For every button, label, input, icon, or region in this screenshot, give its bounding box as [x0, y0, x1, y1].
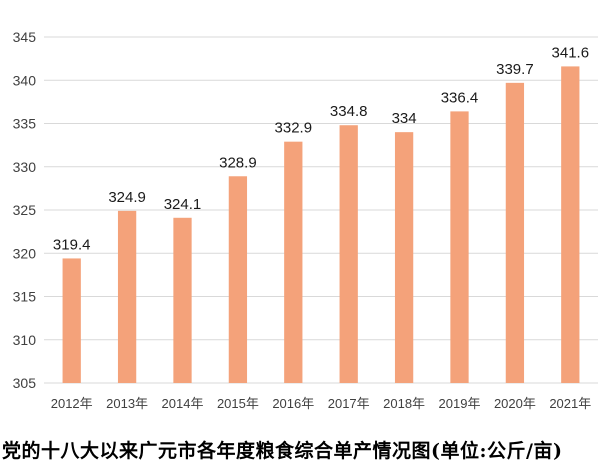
- data-label: 334: [392, 110, 417, 127]
- data-label: 319.4: [53, 236, 91, 253]
- x-tick-label: 2021年: [549, 396, 591, 411]
- bar: [561, 66, 580, 383]
- data-label: 336.4: [441, 89, 479, 106]
- bar: [339, 125, 358, 383]
- data-label: 339.7: [496, 61, 534, 78]
- bar: [117, 210, 137, 383]
- x-tick-label: 2013年: [106, 396, 148, 411]
- x-tick-label: 2016年: [272, 396, 314, 411]
- x-tick-label: 2015年: [217, 396, 259, 411]
- x-tick-label: 2012年: [51, 396, 93, 411]
- x-tick-label: 2017年: [328, 396, 370, 411]
- data-label: 332.9: [275, 120, 313, 137]
- y-tick-label: 315: [13, 289, 37, 305]
- x-tick-label: 2014年: [162, 396, 204, 411]
- y-tick-label: 340: [13, 72, 37, 88]
- bar-chart: 305 310 315 320 325 330 335 340 345 319.4 324.9 32…: [13, 29, 598, 411]
- x-tick-label: 2019年: [439, 396, 481, 411]
- bar: [450, 111, 469, 383]
- bars: [62, 66, 580, 383]
- data-label: 324.1: [164, 196, 202, 213]
- y-tick-label: 310: [13, 332, 37, 348]
- chart-caption: 党的十八大以来广元市各年度粮食综合单产情况图(单位:公斤/亩): [2, 440, 563, 462]
- y-axis-ticks: 305 310 315 320 325 330 335 340 345: [13, 29, 37, 391]
- x-tick-label: 2020年: [494, 396, 536, 411]
- x-tick-label: 2018年: [383, 396, 425, 411]
- bar: [228, 176, 248, 383]
- y-tick-label: 345: [13, 29, 37, 45]
- data-label: 324.9: [108, 189, 146, 206]
- y-tick-label: 325: [13, 202, 37, 218]
- bar: [62, 258, 81, 383]
- data-labels: 319.4 324.9 324.1 328.9 332.9 334.8 334 336.4 33…: [53, 44, 589, 253]
- bar: [284, 141, 303, 383]
- y-tick-label: 335: [13, 116, 37, 132]
- bar: [394, 132, 414, 383]
- y-tick-label: 320: [13, 245, 37, 261]
- data-label: 341.6: [552, 44, 590, 61]
- y-tick-label: 305: [13, 375, 37, 391]
- bar: [173, 217, 192, 383]
- bar: [505, 82, 525, 383]
- gridlines: [44, 36, 598, 384]
- x-axis-ticks: 2012年 2013年 2014年 2015年 2016年 2017年 2018年 2019年…: [51, 396, 592, 411]
- y-tick-label: 330: [13, 159, 37, 175]
- data-label: 328.9: [219, 154, 257, 171]
- data-label: 334.8: [330, 103, 368, 120]
